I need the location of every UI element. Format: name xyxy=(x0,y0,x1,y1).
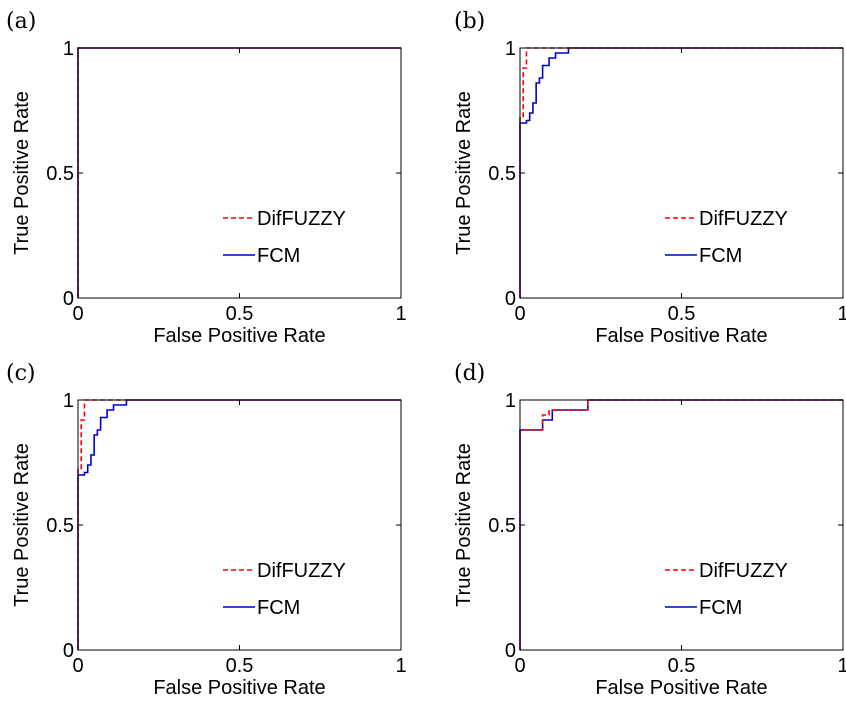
x-axis-label: False Positive Rate xyxy=(153,325,325,347)
legend-label: FCM xyxy=(699,597,742,619)
y-axis-label: True Positive Rate xyxy=(11,443,33,607)
plot-frame xyxy=(77,399,402,651)
y-axis-label: True Positive Rate xyxy=(11,91,33,255)
legend-label: DifFUZZY xyxy=(699,208,788,230)
x-tick-label: 0.5 xyxy=(226,655,254,677)
y-tick-label: 0 xyxy=(505,640,516,662)
x-tick-label: 1 xyxy=(395,303,406,325)
legend-label: DifFUZZY xyxy=(257,560,346,582)
roc-panel: (c) 0 0.5 1 0 0.5 1 False Positive Rate True Pos… xyxy=(6,361,407,699)
difuzzy-roc-line xyxy=(519,47,843,298)
plot-frame xyxy=(77,47,402,299)
x-tick-label: 0.5 xyxy=(668,655,696,677)
panel-letter: (b) xyxy=(454,9,485,34)
difuzzy-roc-line xyxy=(77,399,401,650)
y-tick-label: 0.5 xyxy=(46,515,74,537)
y-tick-label: 0.5 xyxy=(488,163,516,185)
y-tick-label: 0 xyxy=(505,288,516,310)
plot-frame xyxy=(519,399,844,651)
panel-letter: (a) xyxy=(6,9,36,34)
x-axis-label: False Positive Rate xyxy=(595,677,767,699)
plot-frame xyxy=(519,47,844,299)
y-tick-label: 0 xyxy=(63,640,74,662)
roc-panel: (b) 0 0.5 1 0 0.5 1 False Positive Rate True Pos… xyxy=(453,9,846,347)
fcm-roc-line xyxy=(77,399,401,650)
x-tick-label: 0.5 xyxy=(226,303,254,325)
panel-letter: (c) xyxy=(6,361,36,386)
roc-panel: (a) 0 0.5 1 0 0.5 1 False Positive Rate True Pos… xyxy=(6,9,407,347)
fcm-roc-line xyxy=(77,47,401,298)
legend-label: DifFUZZY xyxy=(257,208,346,230)
y-tick-label: 1 xyxy=(63,38,74,60)
x-axis-label: False Positive Rate xyxy=(595,325,767,347)
y-tick-label: 0.5 xyxy=(488,515,516,537)
panel-letter: (d) xyxy=(454,361,485,386)
fcm-roc-line xyxy=(519,399,843,650)
x-tick-label: 0 xyxy=(72,303,83,325)
x-tick-label: 1 xyxy=(837,303,846,325)
y-axis-label: True Positive Rate xyxy=(453,91,475,255)
legend-label: FCM xyxy=(699,245,742,267)
legend-label: FCM xyxy=(257,245,300,267)
y-tick-label: 0.5 xyxy=(46,163,74,185)
x-tick-label: 0 xyxy=(514,303,525,325)
x-tick-label: 0.5 xyxy=(668,303,696,325)
x-tick-label: 0 xyxy=(72,655,83,677)
fcm-roc-line xyxy=(519,47,843,298)
difuzzy-roc-line xyxy=(77,47,401,298)
y-tick-label: 1 xyxy=(505,38,516,60)
x-tick-label: 1 xyxy=(837,655,846,677)
x-tick-label: 0 xyxy=(514,655,525,677)
y-tick-label: 0 xyxy=(63,288,74,310)
legend-label: DifFUZZY xyxy=(699,560,788,582)
legend-label: FCM xyxy=(257,597,300,619)
y-tick-label: 1 xyxy=(505,390,516,412)
difuzzy-roc-line xyxy=(519,399,843,650)
x-axis-label: False Positive Rate xyxy=(153,677,325,699)
x-tick-label: 1 xyxy=(395,655,406,677)
y-axis-label: True Positive Rate xyxy=(453,443,475,607)
roc-panel: (d) 0 0.5 1 0 0.5 1 False Positive Rate True Pos… xyxy=(453,361,846,699)
y-tick-label: 1 xyxy=(63,390,74,412)
